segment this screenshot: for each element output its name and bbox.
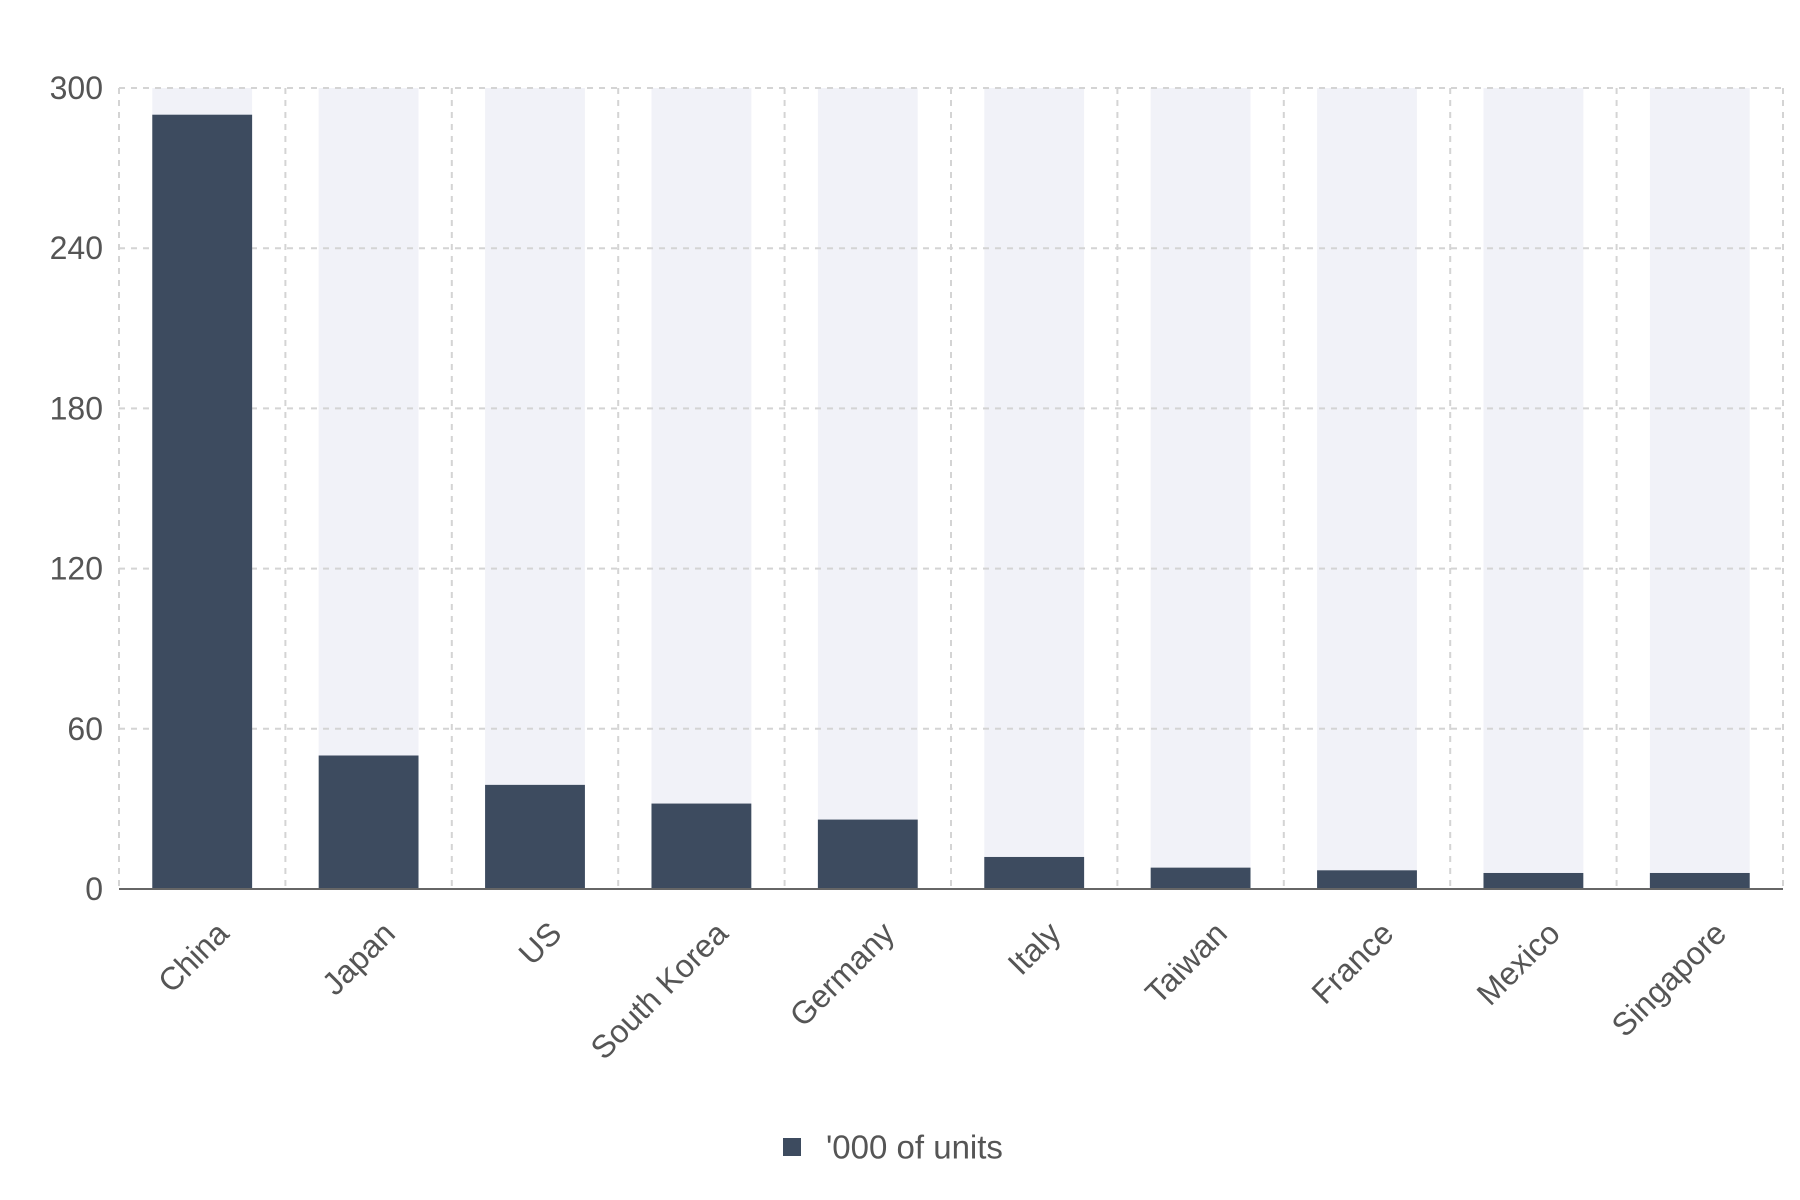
bar-italy[interactable] xyxy=(984,856,1085,889)
bar-south-korea[interactable] xyxy=(651,803,752,889)
grid-lines xyxy=(118,87,1784,889)
bar-mexico[interactable] xyxy=(1483,872,1584,889)
background-bar xyxy=(1483,88,1584,889)
background-bar xyxy=(817,88,918,889)
background-bar xyxy=(1649,88,1750,889)
y-tick-label: 180 xyxy=(50,390,103,426)
x-tick-label: Singapore xyxy=(1605,915,1734,1044)
background-bar xyxy=(651,88,752,889)
x-tick-label: Mexico xyxy=(1470,915,1567,1012)
y-tick-label: 60 xyxy=(67,711,103,747)
y-tick-label: 300 xyxy=(50,70,103,106)
y-axis-tick-labels: 0 60 120 180 240 300 xyxy=(50,70,103,907)
bar-taiwan[interactable] xyxy=(1150,867,1251,889)
bar-japan[interactable] xyxy=(318,755,419,890)
x-tick-label: South Korea xyxy=(584,915,735,1066)
x-tick-label: Japan xyxy=(315,915,402,1002)
bar-singapore[interactable] xyxy=(1649,872,1750,889)
x-tick-label: Italy xyxy=(1001,915,1068,982)
background-bar xyxy=(1317,88,1417,889)
legend-label: '000 of units xyxy=(826,1129,1003,1166)
legend-swatch xyxy=(783,1138,801,1156)
y-tick-label: 240 xyxy=(50,230,103,266)
legend[interactable]: '000 of units xyxy=(783,1129,1003,1166)
bar-us[interactable] xyxy=(485,784,585,889)
data-bars xyxy=(152,114,1750,890)
x-tick-label: Taiwan xyxy=(1138,915,1234,1011)
y-tick-label: 120 xyxy=(50,551,103,587)
x-axis-tick-labels: China Japan US South Korea Germany Italy Taiwa… xyxy=(151,915,1733,1066)
x-tick-label: Germany xyxy=(783,915,902,1034)
bar-france[interactable] xyxy=(1317,870,1417,889)
y-tick-label: 0 xyxy=(85,871,103,907)
background-bars xyxy=(152,88,1750,889)
background-bar xyxy=(1150,88,1251,889)
background-bar xyxy=(984,88,1085,889)
background-bar xyxy=(485,88,585,889)
x-tick-label: China xyxy=(151,915,236,1000)
x-tick-label: France xyxy=(1304,915,1400,1011)
x-tick-label: US xyxy=(511,915,568,972)
bar-germany[interactable] xyxy=(817,819,918,889)
bar-china[interactable] xyxy=(152,114,253,889)
